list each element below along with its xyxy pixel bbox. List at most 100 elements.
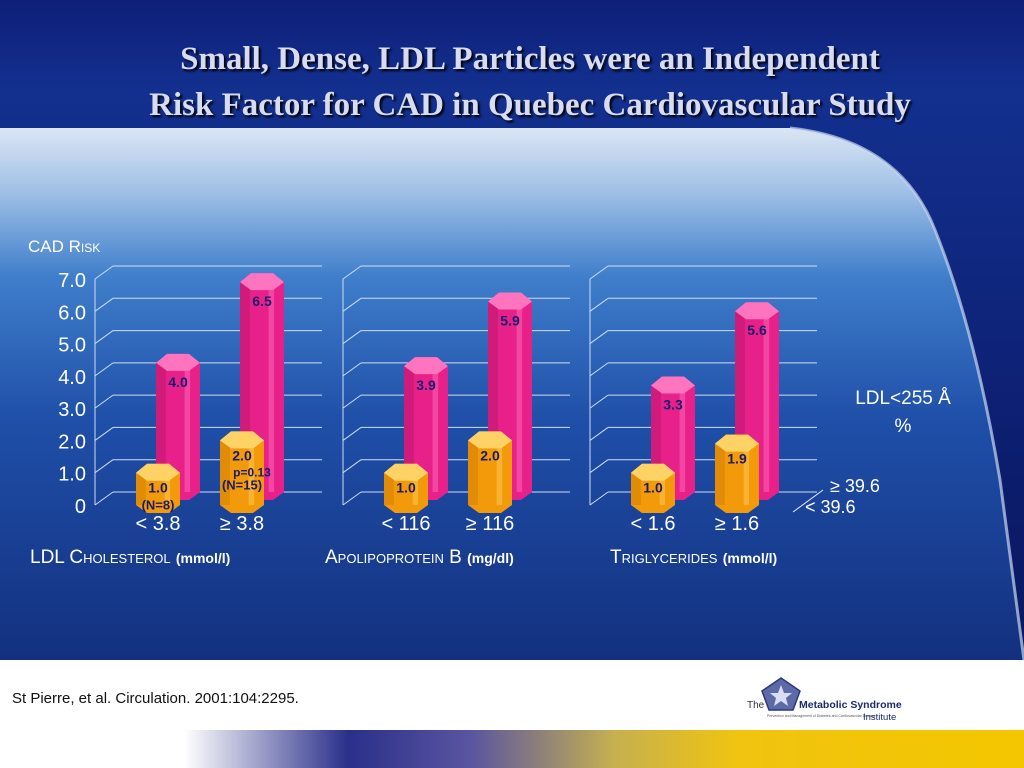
- bar-high-shade: [735, 311, 745, 492]
- bar-low: [220, 431, 264, 513]
- x-tick-label: ≥ 1.6: [715, 513, 759, 535]
- x-tick-label: < 1.6: [630, 513, 675, 535]
- x-tick-label: ≥ 3.8: [220, 513, 264, 535]
- bar-low-shade: [220, 440, 230, 505]
- gridline-depth: [94, 427, 114, 441]
- bar-low-cap: [384, 463, 428, 481]
- bar-low-highlight: [743, 443, 750, 505]
- bar-high-highlight: [184, 362, 191, 492]
- gridline-depth: [342, 491, 362, 506]
- gridline-depth: [94, 394, 114, 409]
- gridline-depth: [94, 265, 114, 280]
- depth-label-high: ≥ 39.6: [830, 476, 880, 496]
- gridlines: [94, 265, 817, 506]
- bar-low: [631, 463, 675, 513]
- bars: 4.0 6.5 1.0 (N=8) 2.0 p=0.13(N=15) 3.9 5.9 1.0 2.…: [136, 273, 779, 513]
- gridline-depth: [589, 394, 609, 409]
- x-axis-labels: < 3.8 ≥ 3.8 LDL Cholesterol (mmol/l) < 116 ≥…: [30, 513, 777, 568]
- gridline-depth: [342, 330, 362, 344]
- title-line-1: Small, Dense, LDL Particles were an Inde…: [180, 41, 880, 77]
- bar-high-cap: [735, 302, 779, 320]
- gridline-depth: [589, 362, 609, 377]
- bar-low-highlight: [164, 472, 171, 505]
- slide-title: Small, Dense, LDL Particles were an Inde…: [40, 36, 1020, 128]
- y-tick-label: 0: [75, 496, 86, 518]
- gridline-depth: [94, 491, 114, 506]
- gridline-depth: [94, 362, 114, 377]
- y-tick-label: 7.0: [58, 270, 86, 292]
- bar-high-highlight: [268, 282, 275, 492]
- bar-high-cap: [240, 273, 284, 291]
- bar-high-shade: [651, 385, 661, 492]
- x-axis-title-unit: (mg/dl): [467, 550, 514, 566]
- bar-high-shade: [240, 282, 250, 492]
- bar-high-shade: [488, 301, 498, 492]
- y-tick-label: 5.0: [58, 335, 86, 357]
- gridline-depth: [94, 330, 114, 344]
- bar-high-highlight: [763, 311, 770, 492]
- y-tick-label: 4.0: [58, 367, 86, 389]
- gridline-depth: [342, 459, 362, 474]
- depth-axis-title-line-1: LDL<255 Å: [855, 388, 951, 409]
- logo-the: The: [747, 700, 765, 711]
- bar-high-highlight: [679, 385, 686, 492]
- bar-high-highlight: [432, 366, 439, 492]
- x-tick-label: ≥ 116: [466, 513, 514, 535]
- data-label: 2.0: [480, 447, 500, 463]
- y-axis-ticks: 0 1.0 2.0 3.0 4.0 5.0 6.0 7.0: [58, 270, 86, 518]
- data-label: 6.5: [252, 293, 272, 309]
- logo-institute: Institute: [863, 712, 897, 723]
- gridline-depth: [589, 459, 609, 474]
- data-label: 1.0: [643, 480, 663, 496]
- x-axis-title-main: LDL Cholesterol: [30, 547, 176, 568]
- bar-high-body: [156, 353, 200, 500]
- bar-low: [715, 434, 759, 513]
- bar-high-cap: [651, 376, 695, 394]
- bar-low-highlight: [412, 472, 419, 505]
- depth-axis-line: [792, 489, 824, 513]
- title-line-2: Risk Factor for CAD in Quebec Cardiovasc…: [149, 87, 911, 123]
- gridline-depth: [342, 297, 362, 312]
- data-label: 1.0: [396, 480, 416, 496]
- data-label: 4.0: [168, 374, 188, 390]
- bar-high-cap: [404, 357, 448, 375]
- bar-low: [468, 431, 512, 513]
- data-label: 5.9: [500, 313, 520, 329]
- gridline-depth: [342, 362, 362, 377]
- bar-high-cap: [156, 353, 200, 371]
- bar-low-cap: [220, 431, 264, 449]
- bar-low-cap: [631, 463, 675, 481]
- bar-high-cap: [488, 292, 532, 310]
- data-label: 1.9: [727, 451, 747, 467]
- x-axis-title: LDL Cholesterol (mmol/l): [30, 547, 230, 568]
- logo-name: Metabolic Syndrome: [799, 699, 902, 711]
- gridline-depth: [589, 330, 609, 344]
- gridline-depth: [342, 427, 362, 441]
- data-label: 1.0: [148, 480, 168, 496]
- gridline-depth: [94, 297, 114, 312]
- gridline-depth: [94, 459, 114, 474]
- data-label: 5.6: [747, 322, 767, 338]
- x-tick-label: < 3.8: [135, 513, 180, 535]
- bar-low-body: [468, 431, 512, 513]
- bar-high-shade: [404, 366, 414, 492]
- bar-low-highlight: [248, 440, 255, 505]
- institute-logo: The Metabolic Syndrome Prevention and Ma…: [745, 676, 920, 726]
- bar-low-shade: [384, 472, 394, 505]
- n-label: (N=8): [142, 498, 175, 513]
- gridline-depth: [589, 491, 609, 506]
- gridline-depth: [342, 394, 362, 409]
- n-label: (N=15): [222, 477, 262, 492]
- x-axis-title-main: Triglycerides: [610, 547, 723, 568]
- bar-low: [384, 463, 428, 513]
- bar-low: [136, 463, 180, 513]
- p-value-label: p=0.13: [233, 465, 271, 479]
- citation: St Pierre, et al. Circulation. 2001:104:…: [12, 690, 299, 707]
- bar-low-shade: [468, 440, 478, 505]
- x-axis-title-unit: (mmol/l): [723, 550, 777, 566]
- footer-color-stripe: [0, 730, 1024, 768]
- panel-edge-swoosh: [789, 126, 1024, 660]
- gridline-depth: [342, 265, 362, 280]
- pentagon-star-icon: [761, 677, 801, 711]
- gridline-depth: [589, 427, 609, 441]
